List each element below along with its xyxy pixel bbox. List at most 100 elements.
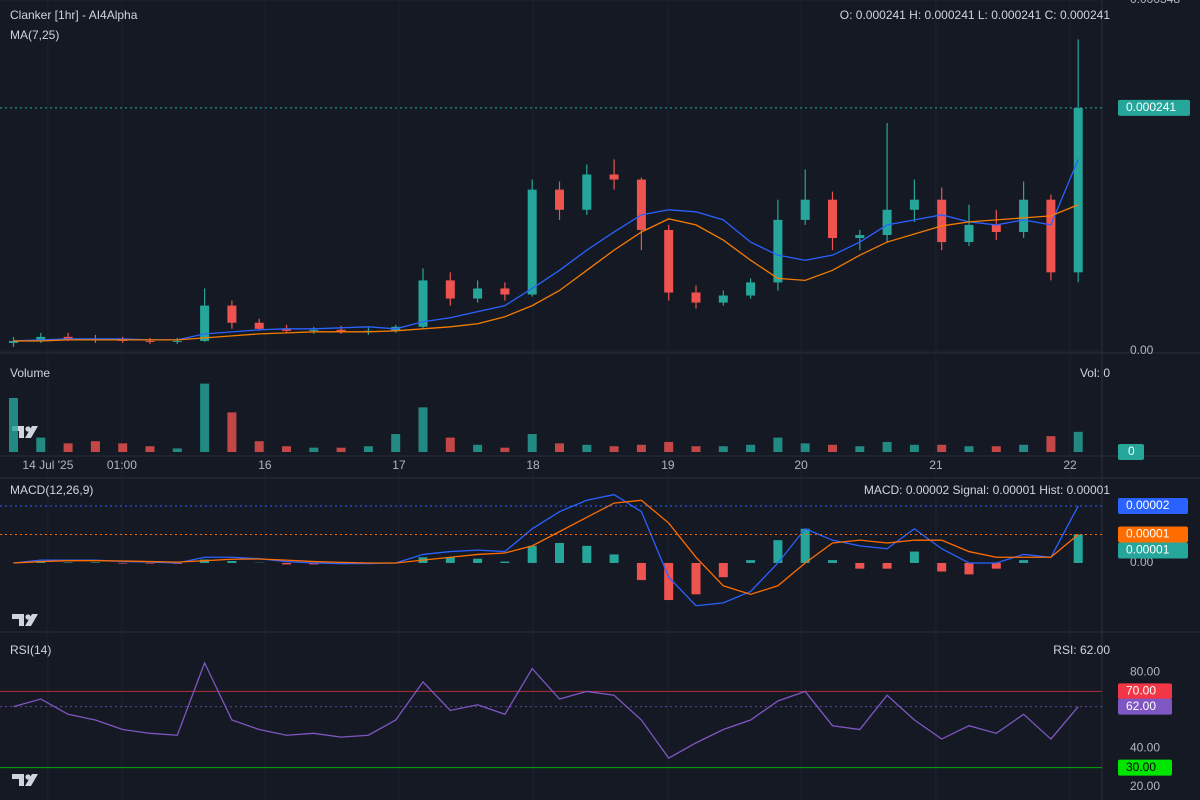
x-tick-label: 14 Jul '25: [22, 458, 73, 472]
histogram-bar: [609, 554, 619, 563]
volume-bar: [200, 383, 210, 452]
indicator-label: MA(7,25): [10, 28, 59, 42]
histogram-bar: [664, 562, 674, 601]
volume-bar: [582, 444, 592, 452]
volume-bar: [172, 448, 182, 452]
y-tick-label: 80.00: [1130, 665, 1160, 679]
histogram-bar: [937, 562, 947, 572]
histogram-bar: [309, 562, 319, 565]
candle-body: [855, 235, 865, 239]
candle-body: [800, 199, 810, 220]
volume-bar: [609, 446, 619, 452]
candle-body: [1046, 199, 1056, 273]
volume-bar: [363, 446, 373, 452]
ma-line: [13, 159, 1079, 342]
rsi-text: RSI: 62.00: [1053, 643, 1110, 657]
candle-body: [63, 336, 73, 339]
histogram-bar: [63, 562, 73, 563]
candle-body: [773, 219, 783, 283]
signal-line: [13, 499, 1079, 596]
volume-bar: [418, 407, 428, 452]
histogram-bar: [964, 562, 974, 575]
volume-bar: [882, 441, 892, 452]
candle-body: [254, 322, 264, 329]
candle-body: [227, 305, 237, 323]
histogram-bar: [36, 561, 46, 563]
histogram-bar: [746, 560, 756, 563]
candle-body: [964, 224, 974, 243]
rsi-marker: [1118, 683, 1172, 700]
volume-bar: [636, 444, 646, 452]
volume-bar: [527, 434, 537, 452]
candle-body: [636, 179, 646, 230]
volume-text: Vol: 0: [1080, 366, 1110, 380]
candle-body: [746, 282, 756, 296]
rsi-marker: [1118, 759, 1172, 776]
grid: [0, 0, 1102, 800]
candle-body: [309, 329, 319, 331]
y-tick-label: 0.00: [1130, 343, 1154, 357]
candle-body: [937, 199, 947, 243]
candle-body: [527, 189, 537, 295]
histogram-bar: [800, 528, 810, 563]
histogram-bar: [855, 562, 865, 569]
histogram-bar: [828, 560, 837, 563]
candle-body: [473, 288, 483, 299]
rsi-marker-label: 30.00: [1126, 760, 1156, 774]
x-tick-label: 16: [258, 458, 272, 472]
signal-marker-label: 0.00001: [1126, 527, 1170, 541]
candle-body: [445, 280, 455, 299]
y-tick-label: 40.00: [1130, 741, 1160, 755]
volume-bar: [309, 447, 319, 452]
candle-body: [418, 280, 428, 327]
volume-marker: [1118, 444, 1144, 460]
y-tick-label: 20.00: [1130, 779, 1160, 793]
histogram-bar: [90, 562, 100, 563]
ma-line: [13, 204, 1079, 342]
candle-body: [828, 199, 837, 239]
volume-bar: [63, 443, 73, 452]
macd-marker-label: 0.00002: [1126, 498, 1170, 512]
candle-body: [1073, 107, 1083, 273]
volume-bar: [746, 444, 756, 452]
histogram-bar: [473, 558, 483, 563]
price-marker-label: 0.000241: [1126, 100, 1176, 114]
volume-bar: [718, 446, 728, 452]
rsi-line: [13, 661, 1079, 759]
x-tick-label: 20: [794, 458, 808, 472]
histogram-bar: [636, 562, 646, 581]
volume-bar: [254, 441, 264, 452]
volume-bar: [336, 447, 346, 452]
histogram-bar: [582, 545, 592, 563]
volume-bar: [1019, 444, 1029, 452]
rsi-marker-label: 62.00: [1126, 699, 1156, 713]
macd-line: [13, 493, 1079, 607]
macd-label: MACD(12,26,9): [10, 483, 93, 497]
hist-marker-label: 0.00001: [1126, 543, 1170, 557]
y-tick-label: 0.00: [1130, 555, 1154, 569]
candle-body: [36, 336, 46, 341]
histogram-bar: [691, 562, 701, 595]
candle-body: [691, 292, 701, 303]
histogram-bar: [118, 562, 128, 564]
x-tick-label: 19: [661, 458, 675, 472]
histogram-bar: [145, 562, 155, 564]
volume-bar: [391, 434, 401, 452]
histogram-bar: [282, 562, 291, 565]
x-tick-label: 18: [526, 458, 540, 472]
histogram-bar: [1019, 560, 1029, 563]
volume-bar: [773, 437, 783, 452]
price-marker: [1118, 99, 1190, 116]
histogram-bar: [991, 562, 1001, 569]
volume-bar: [145, 446, 155, 452]
volume-marker-label: 0: [1128, 444, 1135, 458]
volume-bar: [800, 443, 810, 452]
histogram-bar: [227, 560, 237, 563]
marks: [0, 39, 1102, 769]
volume-bar: [909, 444, 919, 452]
volume-bar: [500, 447, 510, 452]
volume-bar: [555, 443, 564, 452]
candle-body: [500, 288, 510, 295]
macd-text: MACD: 0.00002 Signal: 0.00001 Hist: 0.00…: [864, 483, 1110, 497]
